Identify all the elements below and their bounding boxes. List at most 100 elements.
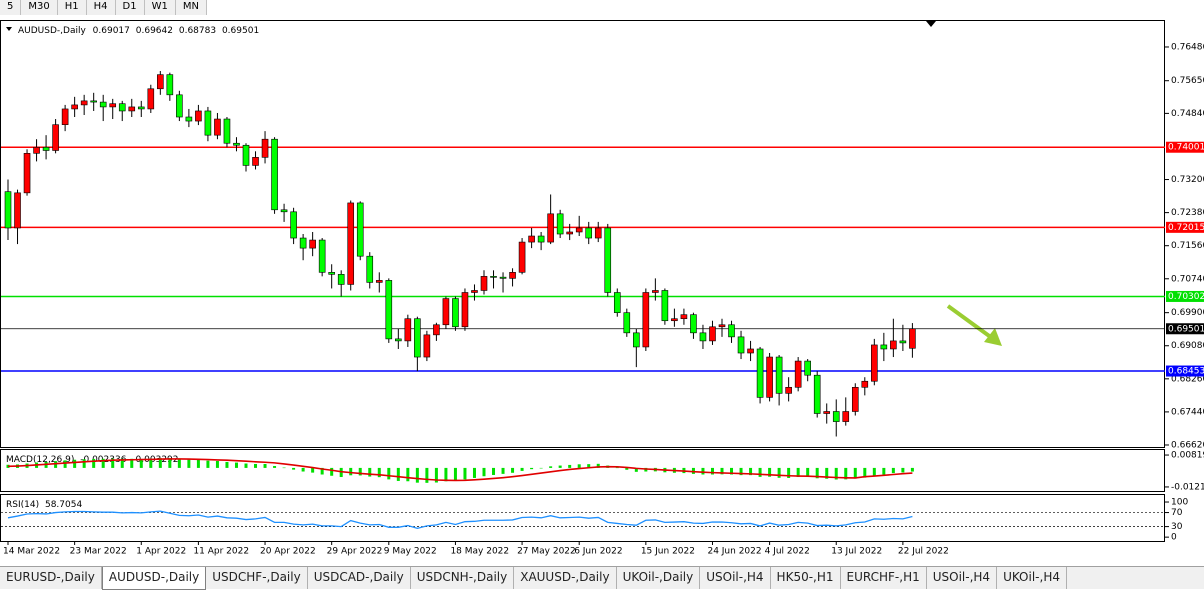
macd-bar <box>158 458 162 468</box>
candle-body <box>366 255 374 283</box>
symbol-label: AUDUSD-,Daily <box>18 26 86 36</box>
chart-tab[interactable]: USDCHF-,Daily <box>206 567 308 589</box>
candle-body <box>423 334 431 358</box>
candle-body <box>775 356 783 394</box>
timeframe-button[interactable]: H4 <box>87 0 116 15</box>
candle-body <box>633 332 640 348</box>
macd-bar <box>254 463 258 468</box>
macd-bar <box>63 460 67 468</box>
candle-body <box>452 298 459 328</box>
candle-body <box>747 348 754 354</box>
macd-bar <box>634 467 638 472</box>
timeframe-button[interactable]: W1 <box>145 0 176 15</box>
macd-bar <box>168 458 172 468</box>
macd-bar <box>406 467 410 482</box>
timeframe-button[interactable]: MN <box>176 0 207 15</box>
macd-bar <box>311 467 315 473</box>
chart-tab[interactable]: USDCNH-,Daily <box>411 567 515 589</box>
level-label-box <box>1166 141 1204 153</box>
macd-bar <box>444 467 448 482</box>
chart-header: AUDUSD-,Daily 0.69017 0.69642 0.68783 0.… <box>18 26 259 36</box>
rsi-value: 58.7054 <box>45 500 82 510</box>
chart-tab[interactable]: UKOil-,Daily <box>617 567 701 589</box>
macd-bar <box>901 467 905 473</box>
open-value: 0.69017 <box>93 26 130 36</box>
chart-tab[interactable]: USOil-,H4 <box>700 567 771 589</box>
timeframe-button[interactable]: H1 <box>58 0 87 15</box>
macd-bar <box>187 459 191 468</box>
candle-body <box>261 138 269 158</box>
macd-bar <box>558 465 562 468</box>
chart-tab[interactable]: EURUSD-,Daily <box>0 567 102 589</box>
x-tick-label: 9 May 2022 <box>384 547 437 557</box>
y-tick-label: 0.76486 <box>1171 42 1204 52</box>
x-tick-label: 4 Jul 2022 <box>765 547 810 557</box>
macd-frame <box>0 449 1165 492</box>
candle-body <box>442 298 450 326</box>
chart-tab[interactable]: AUDUSD-,Daily <box>101 567 207 590</box>
x-tick-label: 20 Apr 2022 <box>260 547 316 557</box>
shift-marker <box>926 21 936 27</box>
chart-tab[interactable]: USOil-,H4 <box>927 567 998 589</box>
candle-body <box>309 239 316 249</box>
macd-bar <box>501 467 505 474</box>
chart-tab[interactable]: XAUUSD-,Daily <box>514 567 617 589</box>
candle-body <box>680 314 688 320</box>
y-tick-label: 70 <box>1171 508 1183 518</box>
macd-bar <box>301 467 305 472</box>
macd-bar <box>101 458 105 468</box>
candle-body <box>851 386 859 412</box>
signal-line <box>7 458 913 482</box>
high-value: 0.69642 <box>136 26 173 36</box>
macd-bar <box>587 464 591 468</box>
candle-body <box>33 146 40 154</box>
timeframe-button[interactable]: D1 <box>116 0 145 15</box>
timeframe-button[interactable]: M30 <box>21 0 58 15</box>
candle-body <box>556 213 564 235</box>
candle-body <box>90 100 97 103</box>
macd-bar <box>844 467 848 480</box>
macd-bar <box>244 463 248 468</box>
candle-body <box>433 324 440 336</box>
level-label: 0.74001 <box>1168 143 1204 153</box>
macd-bar <box>425 467 429 483</box>
candle-body <box>899 340 907 344</box>
macd-bar <box>568 464 572 468</box>
candle-body <box>604 227 612 293</box>
chart-tab[interactable]: UKOil-,H4 <box>997 567 1067 589</box>
candle-body <box>375 280 383 283</box>
candle-body <box>804 360 811 376</box>
candle-body <box>242 144 250 166</box>
candle-body <box>499 276 507 279</box>
macd-bar <box>463 467 467 480</box>
y-tick-label: 100 <box>1171 498 1188 508</box>
candle-body <box>832 411 840 422</box>
candle-body <box>613 292 621 313</box>
candle-body <box>756 348 764 398</box>
macd-bar <box>482 467 486 477</box>
macd-bar <box>806 467 810 478</box>
candle-body <box>328 272 335 275</box>
chart-tab[interactable]: HK50-,H1 <box>771 567 841 589</box>
macd-bar <box>215 460 219 468</box>
candle-body <box>252 157 259 166</box>
macd-bar <box>273 466 277 468</box>
macd-bar <box>282 467 286 469</box>
chart-tab[interactable]: EURCHF-,H1 <box>841 567 927 589</box>
timeframe-toolbar: 5 M30 H1 H4 D1 W1 MN <box>0 0 207 15</box>
chart-tab[interactable]: USDCAD-,Daily <box>308 567 411 589</box>
macd-bar <box>358 467 362 476</box>
candle-body <box>547 213 554 243</box>
macd-bar <box>472 467 476 478</box>
macd-bar <box>130 458 134 468</box>
macd-bar <box>320 467 324 475</box>
macd-bar <box>263 463 267 468</box>
candle-body <box>280 209 288 213</box>
timeframe-button[interactable]: 5 <box>0 0 22 15</box>
macd-bar <box>625 467 629 470</box>
